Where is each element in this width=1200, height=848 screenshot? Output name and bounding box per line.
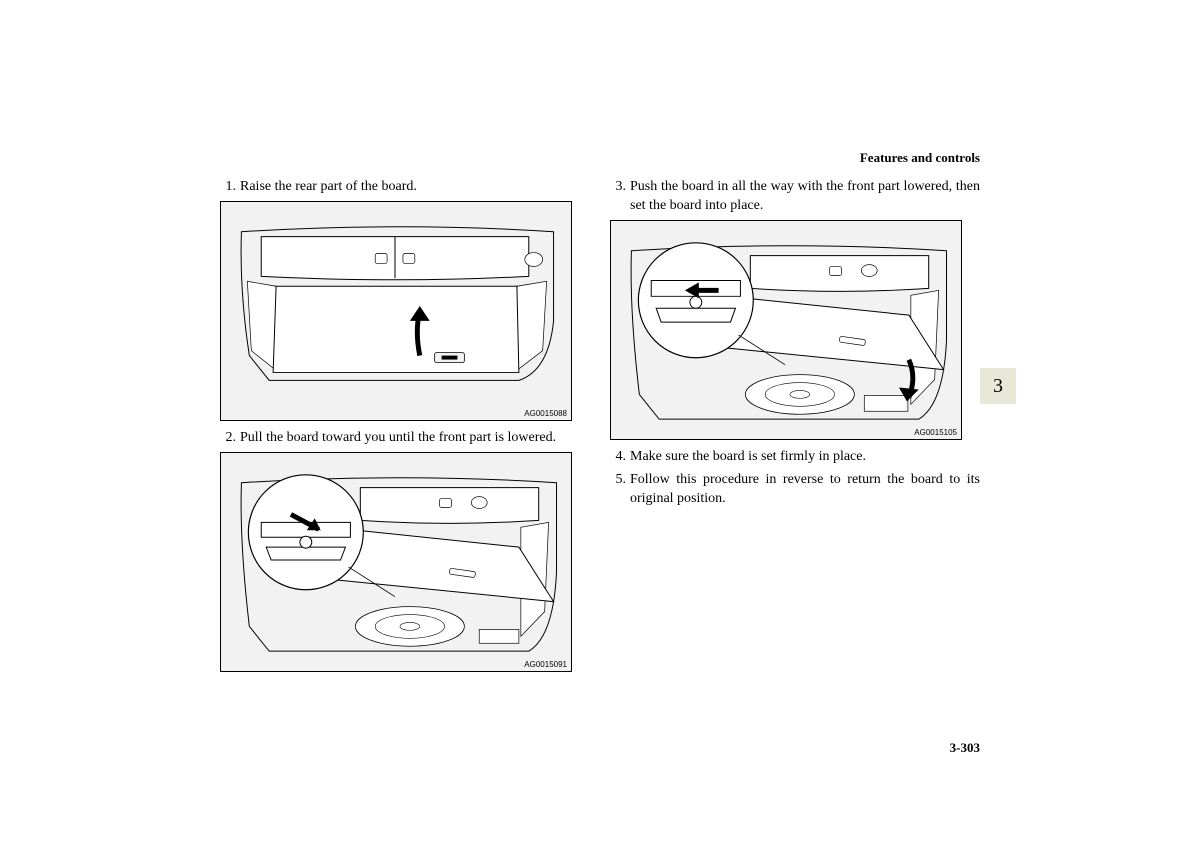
- figure-caption: AG0015091: [524, 660, 567, 669]
- step-number: 1.: [220, 178, 240, 197]
- right-column: 3. Push the board in all the way with th…: [610, 178, 980, 680]
- content-columns: 1. Raise the rear part of the board.: [220, 178, 980, 680]
- step-1: 1. Raise the rear part of the board.: [220, 178, 590, 197]
- cargo-board-pull-illustration: [221, 453, 571, 671]
- figure-2: AG0015091: [220, 452, 572, 672]
- step-text: Push the board in all the way with the f…: [630, 178, 980, 216]
- step-2: 2. Pull the board toward you until the f…: [220, 429, 590, 448]
- step-3: 3. Push the board in all the way with th…: [610, 178, 980, 216]
- step-number: 3.: [610, 178, 630, 216]
- step-4: 4. Make sure the board is set firmly in …: [610, 448, 980, 467]
- step-text: Pull the board toward you until the fron…: [240, 429, 590, 448]
- step-5: 5. Follow this procedure in reverse to r…: [610, 471, 980, 509]
- figure-1: AG0015088: [220, 201, 572, 421]
- step-number: 4.: [610, 448, 630, 467]
- step-text: Follow this procedure in reverse to retu…: [630, 471, 980, 509]
- page-number: 3-303: [950, 740, 980, 756]
- left-column: 1. Raise the rear part of the board.: [220, 178, 590, 680]
- step-text: Make sure the board is set firmly in pla…: [630, 448, 980, 467]
- chapter-tab: 3: [980, 368, 1016, 404]
- figure-3: AG0015105: [610, 220, 962, 440]
- figure-caption: AG0015105: [914, 428, 957, 437]
- step-text: Raise the rear part of the board.: [240, 178, 590, 197]
- section-title: Features and controls: [860, 150, 980, 166]
- figure-caption: AG0015088: [524, 409, 567, 418]
- cargo-board-raise-illustration: [221, 202, 571, 420]
- chapter-number: 3: [993, 375, 1003, 398]
- cargo-board-push-illustration: [611, 221, 961, 439]
- step-number: 5.: [610, 471, 630, 509]
- step-number: 2.: [220, 429, 240, 448]
